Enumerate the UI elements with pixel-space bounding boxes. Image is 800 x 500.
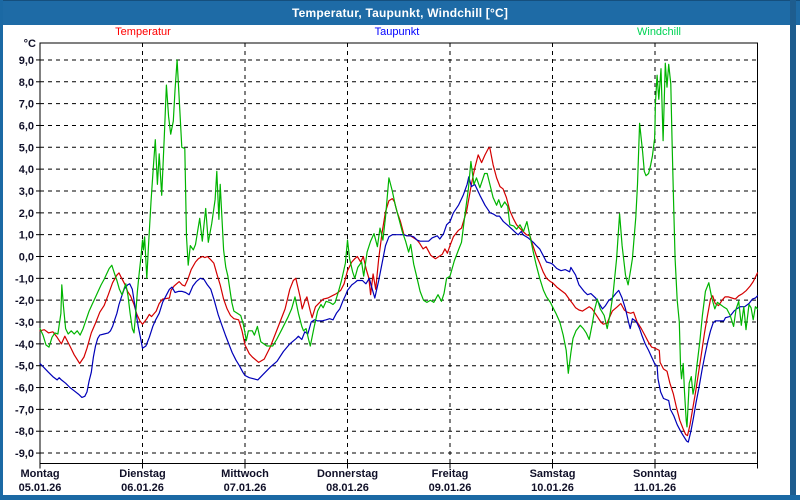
frame-border-left: [0, 0, 3, 500]
y-axis-unit-label: °C: [24, 38, 36, 50]
legend-windchill: Windchill: [636, 26, 682, 38]
ytick-label: 4,0: [19, 164, 34, 176]
day-label: Donnerstag: [317, 468, 378, 480]
ytick-label: 9,0: [19, 55, 34, 67]
ytick-label: 1,0: [19, 230, 34, 242]
frame-border-right: [790, 0, 796, 500]
ytick-label: -4,0: [15, 339, 34, 351]
frame-border-bottom: [0, 495, 800, 500]
ytick-label: 7,0: [19, 99, 34, 111]
window-titlebar: Temperatur, Taupunkt, Windchill [°C]: [0, 0, 800, 25]
date-label: 10.01.26: [531, 482, 574, 494]
ytick-label: 8,0: [19, 77, 34, 89]
ytick-label: -1,0: [15, 273, 34, 285]
ytick-label: 0,0: [19, 252, 34, 264]
series-line-windchill: [39, 59, 759, 428]
ytick-label: -3,0: [15, 317, 34, 329]
date-label: 08.01.26: [326, 482, 369, 494]
day-label: Mittwoch: [221, 468, 269, 480]
ytick-label: -6,0: [15, 383, 34, 395]
date-label: 06.01.26: [121, 482, 164, 494]
ytick-label: -8,0: [15, 426, 34, 438]
ytick-label: -7,0: [15, 404, 34, 416]
ytick-label: -2,0: [15, 295, 34, 307]
ytick-label: 6,0: [19, 120, 34, 132]
day-label: Samstag: [530, 468, 576, 480]
day-label: Dienstag: [119, 468, 165, 480]
day-label: Sonntag: [633, 468, 677, 480]
day-label: Montag: [20, 468, 59, 480]
legend-temperatur: Temperatur: [115, 26, 171, 38]
date-label: 11.01.26: [634, 482, 676, 494]
window-title: Temperatur, Taupunkt, Windchill [°C]: [291, 6, 509, 20]
ytick-label: -5,0: [15, 361, 34, 373]
ytick-label: 5,0: [19, 142, 34, 154]
ytick-label: 2,0: [19, 208, 34, 220]
series-line-taupunkt: [39, 176, 759, 443]
ytick-label: 3,0: [19, 186, 34, 198]
ytick-label: -9,0: [15, 448, 34, 460]
date-label: 05.01.26: [19, 482, 62, 494]
date-label: 09.01.26: [429, 482, 472, 494]
day-label: Freitag: [432, 468, 469, 480]
date-label: 07.01.26: [224, 482, 267, 494]
legend-taupunkt: Taupunkt: [374, 26, 420, 38]
plot-frame: [39, 42, 758, 464]
